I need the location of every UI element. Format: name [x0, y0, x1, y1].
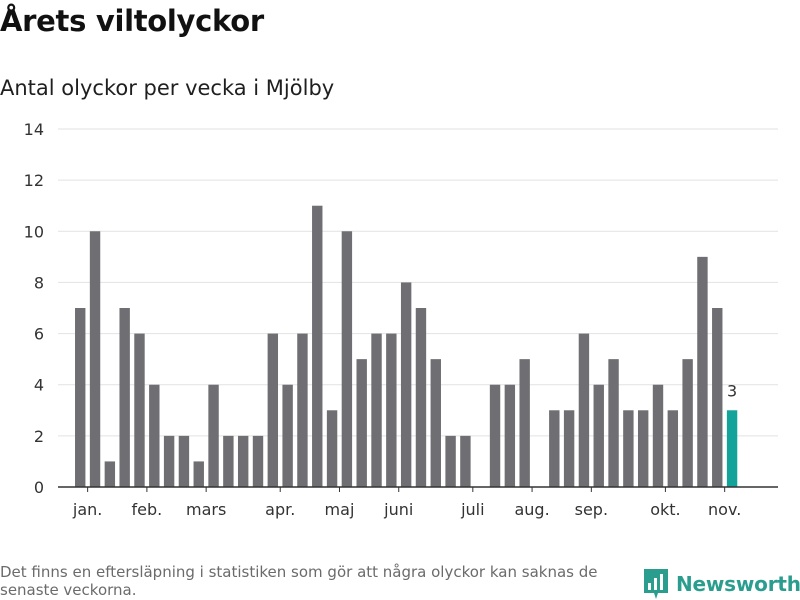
y-axis-ticks: 0 2 4 6 8 10 12 14	[24, 120, 44, 497]
y-tick-label: 2	[34, 427, 44, 446]
x-axis-ticks: jan. feb. mars apr. maj juni juli aug. sep. okt. n…	[72, 487, 741, 519]
bar	[119, 308, 130, 487]
x-tick-label: feb.	[132, 500, 163, 519]
x-tick-label: juni	[383, 500, 413, 519]
bar	[297, 333, 308, 487]
brand-logo: Newsworthy	[644, 569, 800, 599]
x-tick-label: nov.	[708, 500, 741, 519]
bar	[312, 205, 323, 487]
bar	[282, 384, 293, 487]
x-tick-label: aug.	[514, 500, 549, 519]
y-tick-label: 14	[24, 120, 44, 139]
x-tick-label: mars	[186, 500, 226, 519]
chart-title: Årets viltolyckor	[0, 4, 264, 38]
bar	[267, 333, 279, 487]
bar	[193, 461, 204, 487]
bar	[341, 231, 353, 487]
x-tick-label: jan.	[72, 500, 102, 519]
bar	[415, 308, 427, 487]
bar	[104, 461, 116, 487]
bars	[75, 205, 738, 487]
bar	[549, 410, 560, 487]
bar	[430, 359, 441, 487]
x-tick-label: okt.	[650, 500, 680, 519]
bar	[563, 410, 575, 487]
bar	[652, 384, 664, 487]
footnote: Det finns en eftersläpning i statistiken…	[0, 563, 598, 599]
bar	[489, 384, 501, 487]
bar	[252, 435, 264, 487]
brand-name: Newsworthy	[676, 572, 800, 596]
y-tick-label: 6	[34, 325, 44, 344]
chart-subtitle: Antal olyckor per vecka i Mjölby	[0, 76, 335, 100]
bar	[400, 282, 412, 487]
bar	[386, 333, 397, 487]
y-tick-label: 8	[34, 273, 44, 292]
bar	[326, 410, 338, 487]
data-label: 3	[727, 381, 737, 400]
bar	[237, 435, 249, 487]
bar	[163, 435, 175, 487]
bar	[578, 333, 590, 487]
bar	[149, 384, 160, 487]
data-labels: 3	[727, 381, 737, 400]
bar	[667, 410, 679, 487]
bar	[178, 435, 190, 487]
bar	[637, 410, 649, 487]
bar	[134, 333, 145, 487]
bar	[460, 435, 471, 487]
newsworthy-logo-icon	[644, 569, 668, 599]
y-tick-label: 10	[24, 222, 44, 241]
x-tick-label: juli	[460, 500, 484, 519]
bar	[519, 359, 530, 487]
x-tick-label: sep.	[575, 500, 608, 519]
bar	[445, 435, 456, 487]
y-tick-label: 12	[24, 171, 44, 190]
bar	[697, 256, 708, 487]
bar	[504, 384, 516, 487]
bar	[75, 308, 86, 487]
bar	[356, 359, 367, 487]
bar	[208, 384, 219, 487]
bar	[682, 359, 693, 487]
bar	[223, 435, 234, 487]
bar	[89, 231, 101, 487]
bar-chart: 0 2 4 6 8 10 12 14 3 jan. feb. mars apr. maj juni jul…	[24, 120, 778, 519]
y-tick-label: 4	[34, 376, 44, 395]
bar	[593, 384, 604, 487]
y-tick-label: 0	[34, 478, 44, 497]
bar	[623, 410, 634, 487]
bar	[608, 359, 619, 487]
bar	[712, 308, 723, 487]
x-tick-label: maj	[325, 500, 355, 519]
bar	[371, 333, 382, 487]
x-tick-label: apr.	[265, 500, 295, 519]
bar	[726, 410, 738, 487]
